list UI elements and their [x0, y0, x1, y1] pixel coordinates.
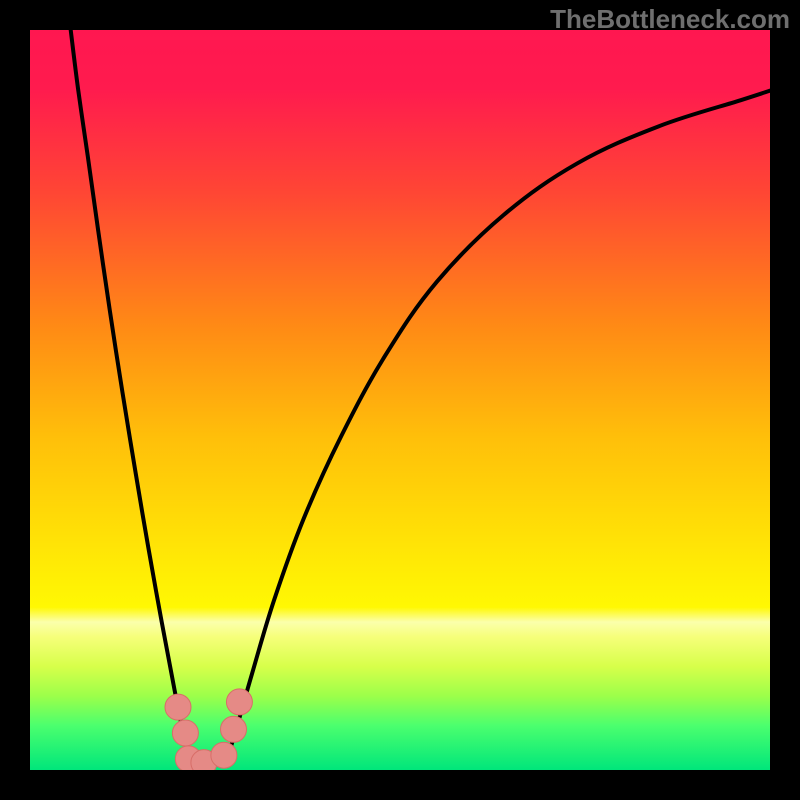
marker-point [172, 720, 198, 746]
marker-point [211, 742, 237, 768]
marker-point [221, 716, 247, 742]
source-watermark: TheBottleneck.com [550, 4, 790, 35]
marker-point [226, 689, 252, 715]
right-curve [226, 91, 770, 763]
marker-point [165, 694, 191, 720]
curve-layer [0, 0, 800, 800]
left-curve [71, 30, 191, 763]
